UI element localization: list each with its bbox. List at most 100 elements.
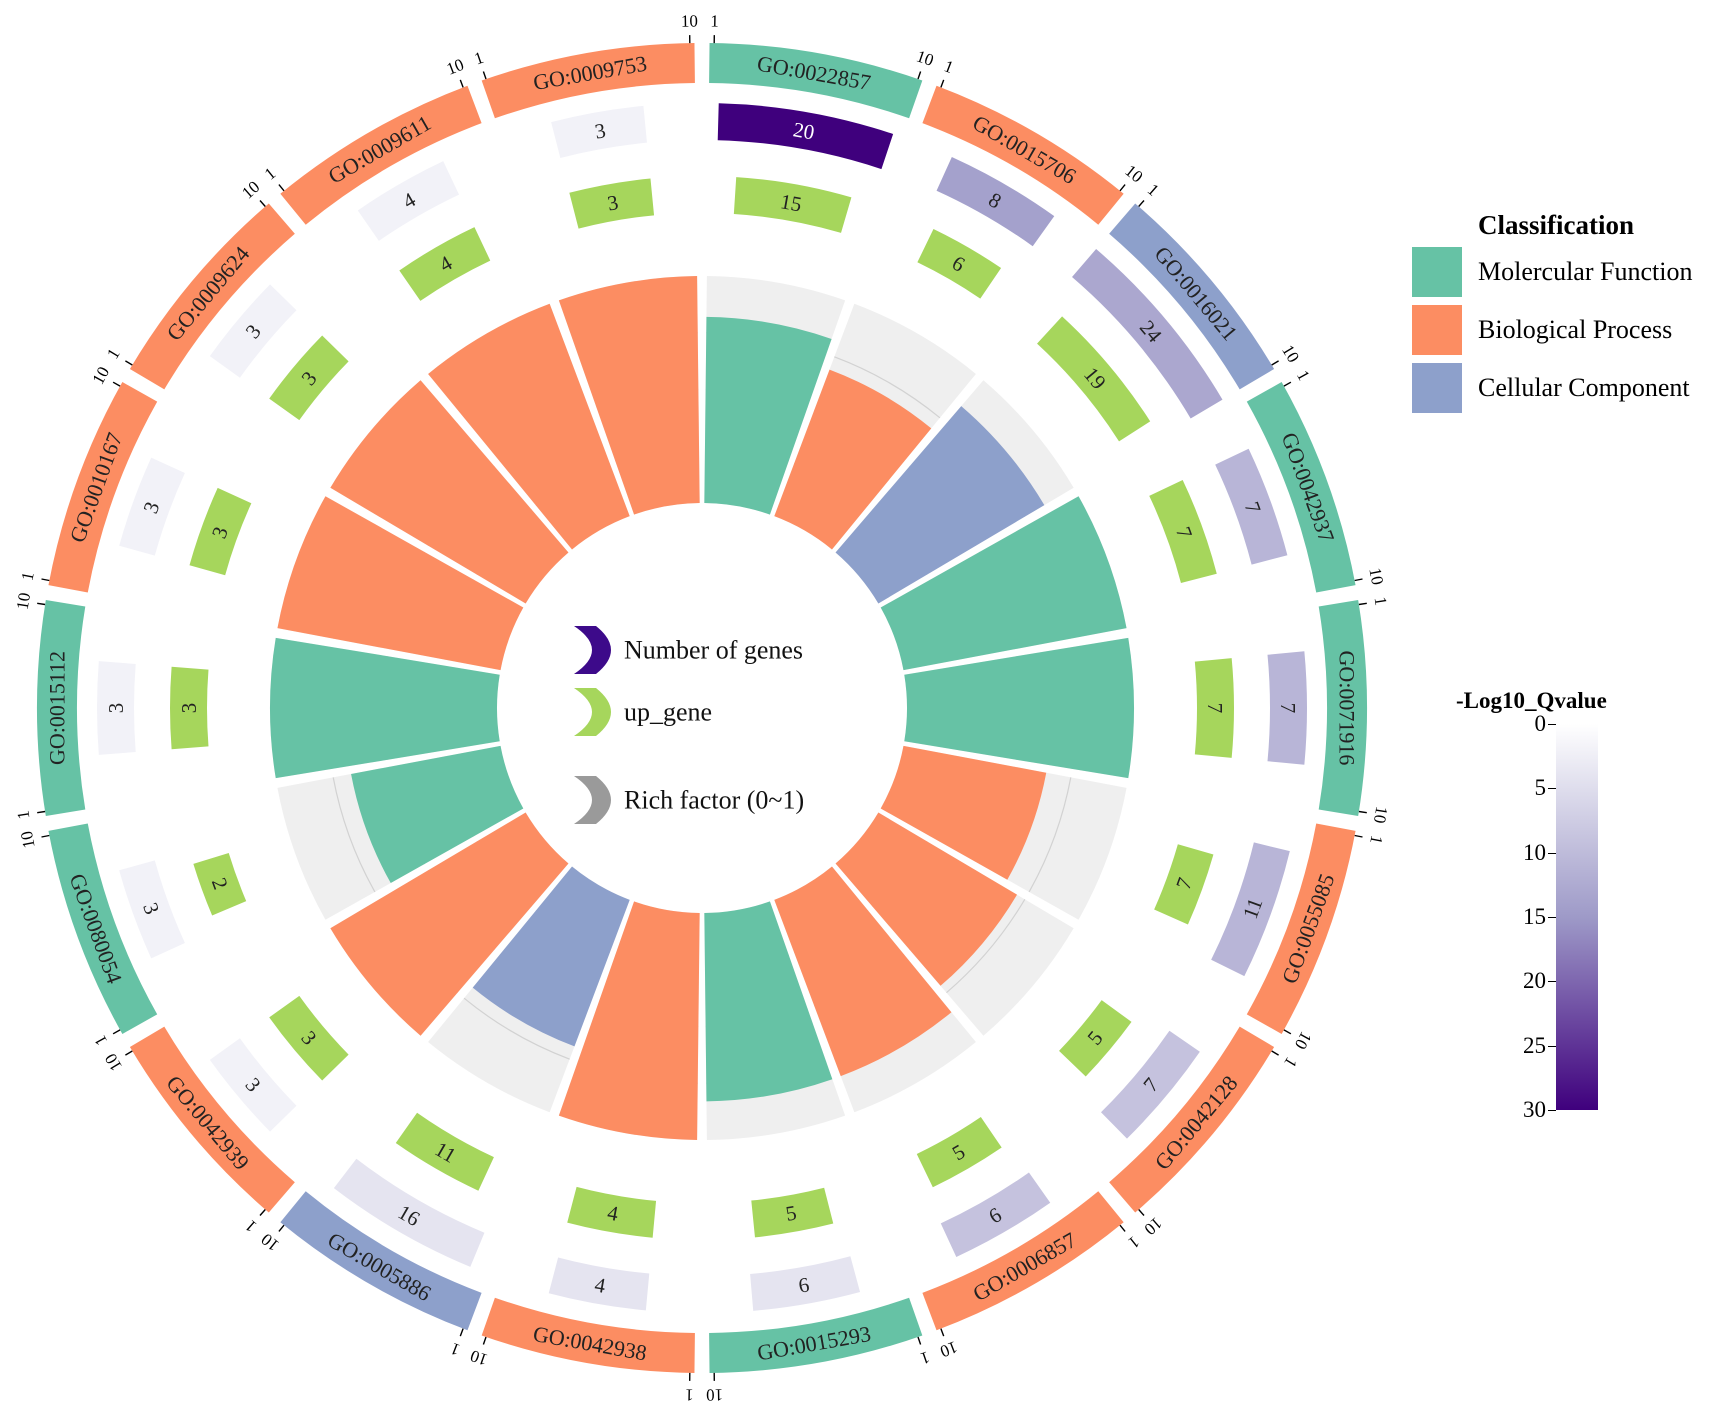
- go-term-label: GO:0015112: [45, 651, 70, 765]
- rich-factor-bar: [704, 316, 832, 515]
- go-term-tick-label: 1: [1371, 595, 1391, 606]
- go-term-tick: [41, 578, 50, 582]
- up-gene-label: 3: [606, 190, 621, 215]
- rich-factor-bar: [835, 406, 1045, 604]
- go-term-segment: [709, 43, 923, 119]
- up-gene-bar: [916, 1116, 1002, 1188]
- gene-count-bar: [333, 1158, 485, 1267]
- go-term-tick: [259, 200, 266, 207]
- colorscale-tick-mark: [1548, 1110, 1556, 1111]
- classification-legend: Classification Molercular Function Biolo…: [1412, 210, 1732, 421]
- colorscale-tick-label: 15: [1523, 904, 1546, 929]
- go-term-tick-label: 10: [13, 591, 34, 611]
- up-gene-bar: [269, 995, 349, 1081]
- rich-factor-gridline: [946, 898, 1026, 994]
- legend-item-biological-process: Biological Process: [1412, 305, 1732, 355]
- legend-item-cellular-component: Cellular Component: [1412, 363, 1732, 413]
- colorscale-tick-label: 20: [1523, 968, 1546, 994]
- colorscale-tick-mark: [1548, 917, 1556, 918]
- gene-count-label: 7: [1276, 703, 1300, 714]
- go-enrichment-circle-chart: GO:0022857110GO:0015706110GO:0016021110G…: [13, 11, 1392, 1404]
- up-gene-bar: [1154, 844, 1214, 925]
- rich-factor-bar: [880, 496, 1127, 671]
- go-term-tick-label: 10: [444, 55, 467, 79]
- go-term-tick: [917, 71, 922, 80]
- go-term-tick-label: 10: [17, 830, 39, 850]
- go-term-tick-label: 1: [472, 48, 486, 69]
- rich-factor-bar: [428, 303, 630, 550]
- go-term-tick: [1138, 200, 1145, 207]
- center-legend: Number of genes up_gene Rich factor (0~1): [574, 626, 804, 824]
- rich-factor-bar: [774, 369, 932, 550]
- colorscale-tick-label: 10: [1523, 839, 1546, 865]
- up-gene-bar: [1037, 316, 1151, 442]
- rich-factor-bar: [904, 637, 1134, 779]
- gene-count-bar: [551, 105, 647, 158]
- gene-count-bar: [1215, 448, 1288, 565]
- go-term-tick-label: 10: [88, 363, 113, 387]
- rich-factor-bar: [880, 745, 1047, 880]
- classification-title: Classification: [1478, 210, 1635, 240]
- gene-count-bar: [717, 103, 894, 170]
- colorscale-bar: [1556, 724, 1598, 1110]
- go-term-tick: [1358, 602, 1367, 606]
- center-legend-swatch: [574, 626, 611, 674]
- colorscale-tick-mark: [1548, 1045, 1556, 1047]
- up-gene-bar: [1059, 1000, 1132, 1077]
- go-term-tick: [1271, 1050, 1279, 1056]
- colorscale-tick-label: 25: [1523, 1032, 1546, 1058]
- go-term-segment: [48, 382, 158, 593]
- up-gene-bar: [399, 227, 491, 301]
- rich-factor-bar: [835, 812, 1018, 986]
- go-term-tick-label: 10: [1370, 805, 1391, 825]
- rich-factor-bar: [472, 866, 630, 1047]
- rich-factor-bar: [277, 496, 524, 671]
- colorscale-tick-mark: [1548, 852, 1556, 854]
- go-term-tick-label: 1: [90, 1032, 111, 1049]
- up-gene-bar: [189, 487, 252, 576]
- go-term-tick: [940, 79, 945, 88]
- up-gene-bar: [569, 178, 655, 229]
- go-term-segment: [1109, 203, 1275, 390]
- go-term-tick: [278, 184, 285, 192]
- go-term-tick-label: 1: [13, 809, 33, 820]
- go-term-tick-label: 1: [685, 1385, 694, 1404]
- gene-count-bar: [119, 860, 185, 959]
- legend-label: Molercular Function: [1478, 257, 1693, 286]
- gene-count-bar: [119, 457, 185, 556]
- go-term-tick-label: 10: [1121, 161, 1146, 186]
- go-term-segment: [1246, 823, 1356, 1034]
- up-gene-label: 5: [784, 1200, 799, 1225]
- gene-count-label: 3: [593, 118, 608, 143]
- rich-factor-gridline: [834, 356, 941, 419]
- center-legend-label: Number of genes: [624, 636, 803, 665]
- colorscale-tick-mark: [1548, 724, 1556, 725]
- go-term-tick-label: 10: [1141, 1213, 1166, 1238]
- go-term-tick-label: 10: [706, 1385, 723, 1404]
- center-legend-label: Rich factor (0~1): [624, 786, 804, 815]
- gene-count-label: 4: [593, 1272, 608, 1298]
- rich-factor-bar: [351, 745, 524, 884]
- go-term-tick-label: 1: [241, 1216, 260, 1236]
- go-term-tick-label: 1: [1280, 1054, 1301, 1071]
- up-gene-bar: [751, 1187, 834, 1238]
- colorscale-tick-mark: [1548, 788, 1556, 790]
- go-term-tick: [1271, 360, 1279, 366]
- legend-label: Cellular Component: [1478, 373, 1690, 402]
- go-term-tick-label: 1: [1366, 834, 1386, 846]
- go-term-tick-label: 1: [448, 1339, 463, 1360]
- up-gene-label: 15: [779, 189, 804, 216]
- up-gene-bar: [269, 335, 349, 421]
- go-term-tick: [1138, 1209, 1145, 1216]
- qvalue-colorscale: -Log10_Qvalue 0 5 10 15 20 25 30: [1440, 688, 1730, 1128]
- legend-swatch: [1412, 305, 1462, 355]
- go-term-tick-label: 10: [238, 177, 263, 202]
- go-term-tick-label: 10: [258, 1230, 283, 1255]
- go-term-tick-label: 1: [941, 56, 956, 77]
- go-term-tick: [459, 1328, 464, 1337]
- rich-factor-bar: [774, 866, 952, 1077]
- gene-count-label: 20: [791, 117, 816, 144]
- gene-count-label: 3: [104, 703, 128, 714]
